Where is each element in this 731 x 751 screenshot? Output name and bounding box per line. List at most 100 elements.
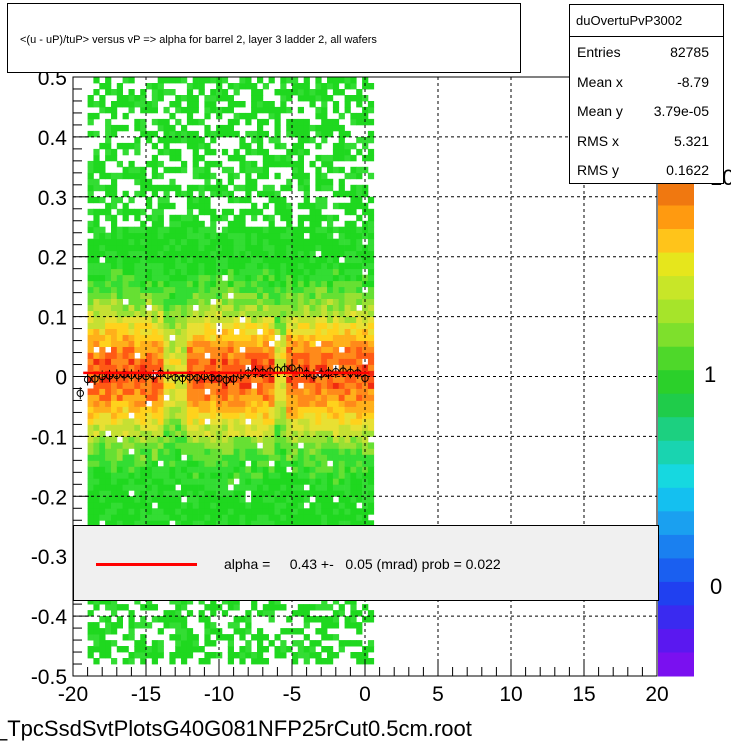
- heat-cell: [292, 466, 299, 473]
- heat-cell: [332, 322, 340, 329]
- heat-cell: [286, 394, 293, 401]
- heat-cell: [309, 394, 316, 401]
- heat-cell: [175, 190, 182, 198]
- heat-cell: [151, 166, 158, 174]
- heat-cell: [163, 340, 170, 347]
- heat-cell: [134, 298, 141, 305]
- heat-cell: [338, 610, 345, 617]
- heat-cell: [210, 604, 217, 611]
- heat-cell: [169, 514, 176, 521]
- heat-cell: [227, 346, 234, 353]
- heat-cell: [116, 89, 123, 96]
- heat-cell: [257, 364, 264, 371]
- heat-cell: [204, 520, 211, 527]
- heat-cell: [315, 310, 322, 317]
- heat-cell: [350, 196, 357, 204]
- heat-cell: [105, 646, 112, 653]
- heat-cell: [210, 172, 217, 180]
- heat-cell: [327, 406, 334, 413]
- heat-cell: [297, 502, 304, 509]
- heat-cell: [251, 274, 258, 282]
- heat-cell: [321, 394, 328, 401]
- heat-cell: [274, 472, 281, 479]
- heat-cell: [216, 130, 223, 138]
- heat-cell: [303, 184, 310, 192]
- heat-cell: [344, 418, 351, 425]
- heat-cell: [280, 652, 287, 659]
- heat-cell: [157, 478, 164, 485]
- heat-cell: [93, 388, 100, 395]
- heat-cell: [134, 286, 141, 293]
- heat-cell: [87, 448, 94, 455]
- heat-cell: [204, 364, 211, 371]
- heat-cell: [257, 658, 264, 665]
- heat-cell: [303, 448, 310, 455]
- heat-cell: [338, 304, 345, 311]
- heat-cell: [198, 83, 205, 90]
- heat-cell: [210, 442, 217, 449]
- heat-cell: [327, 226, 334, 234]
- heat-cell: [105, 436, 112, 443]
- heat-cell: [356, 346, 363, 353]
- heat-cell: [134, 214, 141, 222]
- heat-cell: [233, 304, 240, 311]
- heat-cell: [309, 226, 316, 234]
- heat-cell: [327, 448, 334, 455]
- heat-cell: [257, 448, 264, 455]
- heat-cell: [321, 658, 328, 665]
- heat-cell: [210, 280, 217, 288]
- heat-cell: [175, 286, 182, 293]
- heat-cell: [274, 136, 281, 144]
- heat-cell: [151, 232, 158, 240]
- heat-cell: [163, 430, 170, 437]
- heat-cell: [216, 124, 223, 132]
- heat-cell: [321, 244, 328, 252]
- heat-cell: [198, 508, 205, 515]
- heat-cell: [105, 400, 112, 407]
- heat-cell: [356, 89, 363, 96]
- heat-cell: [309, 316, 316, 323]
- heat-cell: [268, 112, 275, 120]
- heat-cell: [128, 634, 135, 641]
- heat-cell: [321, 412, 328, 419]
- heat-cell: [356, 364, 363, 371]
- heat-cell: [251, 388, 258, 395]
- heat-cell: [192, 352, 199, 359]
- heat-cell: [186, 101, 194, 108]
- heat-cell: [163, 298, 170, 305]
- heat-cell: [128, 382, 135, 389]
- heat-cell: [292, 478, 299, 485]
- heat-cell: [93, 196, 100, 204]
- heat-cell: [111, 340, 118, 347]
- heat-cell: [116, 358, 123, 365]
- heat-cell: [356, 190, 363, 198]
- heat-cell: [140, 298, 147, 305]
- heat-cell: [245, 358, 252, 365]
- heat-cell: [286, 184, 293, 192]
- heat-cell: [251, 316, 258, 323]
- heat-cell: [251, 406, 258, 413]
- heat-cell: [105, 202, 112, 210]
- heat-cell: [233, 364, 240, 371]
- heat-cell: [268, 490, 275, 497]
- heat-cell: [233, 490, 240, 497]
- heat-cell: [128, 298, 135, 305]
- heat-cell: [321, 598, 328, 605]
- heat-cell: [274, 232, 281, 240]
- heat-cell: [280, 490, 287, 497]
- heat-cell: [186, 83, 194, 90]
- heat-cell: [227, 262, 234, 270]
- heat-cell: [116, 484, 123, 491]
- heat-cell: [140, 460, 147, 467]
- heat-cell: [221, 448, 229, 455]
- heat-cell: [99, 502, 106, 509]
- heat-cell: [186, 382, 194, 389]
- heat-cell: [286, 298, 293, 305]
- heat-cell: [210, 520, 217, 527]
- heat-cell: [356, 310, 363, 317]
- heat-cell: [268, 508, 275, 515]
- heat-cell: [332, 286, 340, 293]
- heat-cell: [210, 322, 217, 329]
- heat-cell: [367, 334, 375, 341]
- heat-cell: [221, 400, 229, 407]
